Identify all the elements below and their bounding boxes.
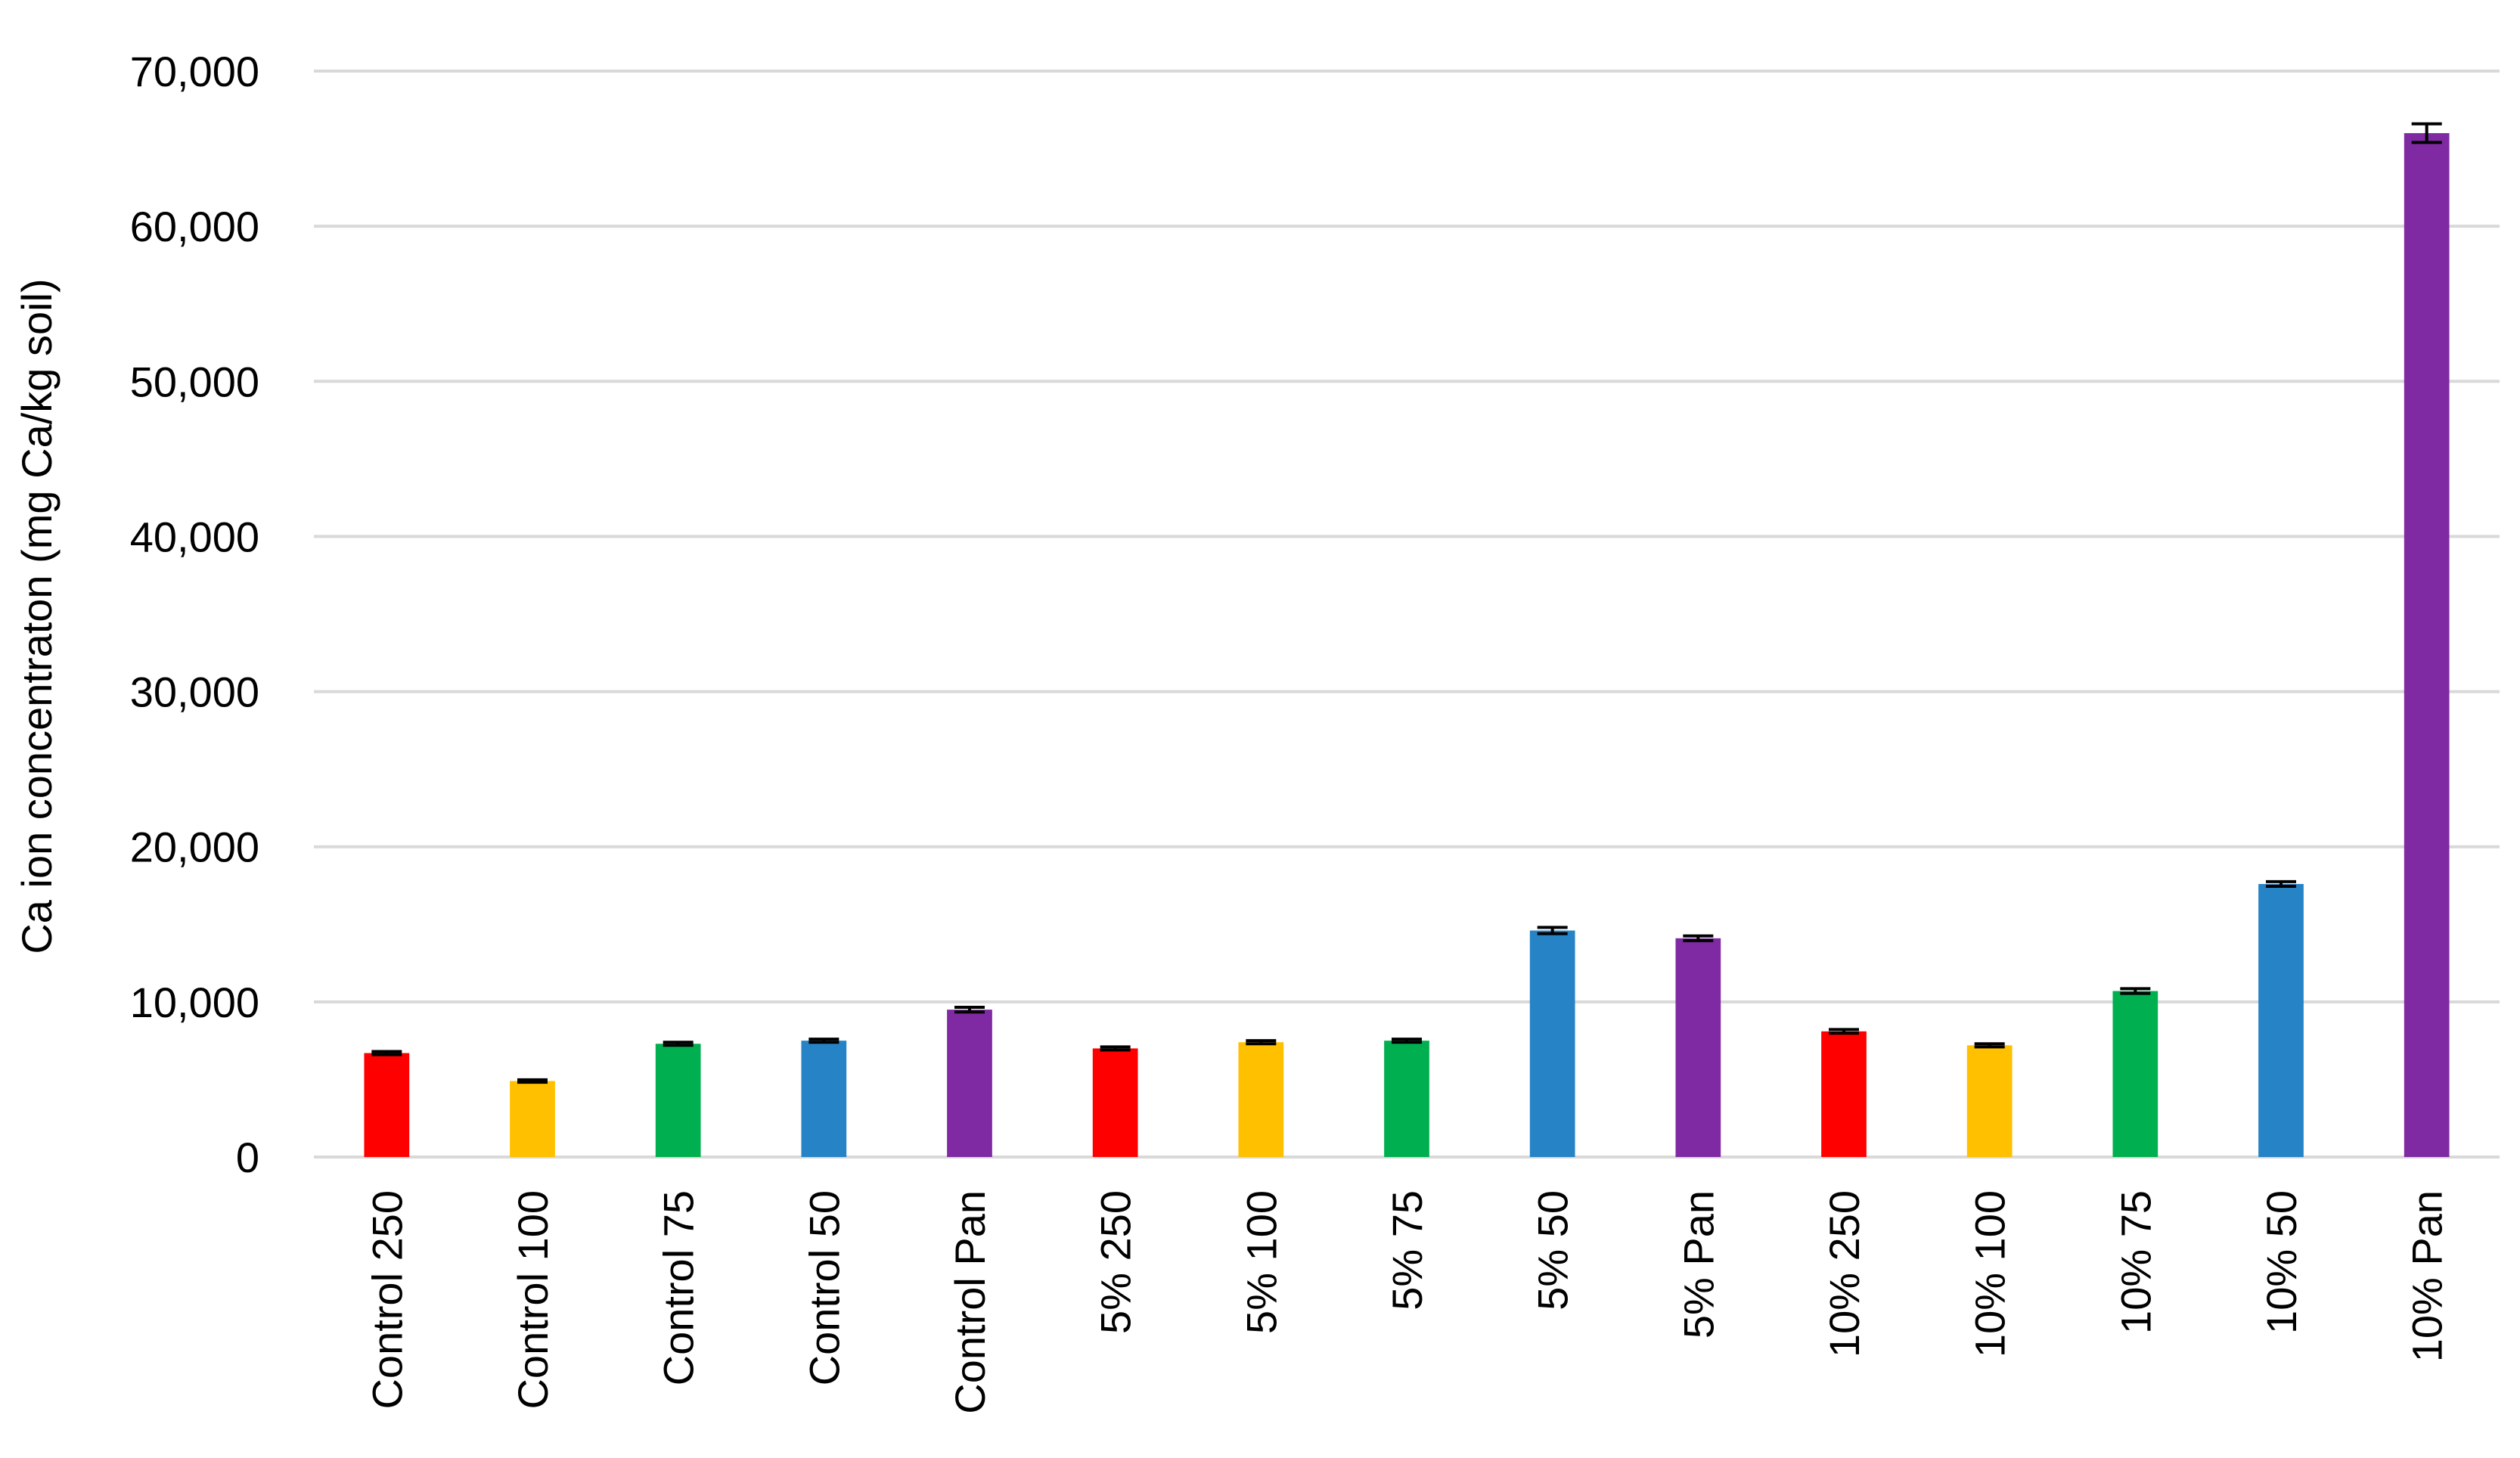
error-bar bbox=[954, 1006, 985, 1014]
y-tick-label: 10,000 bbox=[130, 979, 259, 1026]
x-tick-label: Control 50 bbox=[800, 1190, 848, 1385]
x-tick-label: 10% Pan bbox=[2404, 1190, 2451, 1362]
error-bar bbox=[1246, 1039, 1277, 1046]
x-tick-label: 10% 100 bbox=[1966, 1190, 2014, 1357]
bar bbox=[510, 1081, 555, 1157]
x-tick-label: Control 75 bbox=[655, 1190, 703, 1385]
bar bbox=[2404, 133, 2450, 1158]
y-tick-label: 50,000 bbox=[130, 358, 259, 405]
y-tick-label: 40,000 bbox=[130, 513, 259, 560]
x-tick-label: Control 100 bbox=[509, 1190, 557, 1410]
error-bar bbox=[1537, 926, 1568, 935]
error-bar bbox=[1683, 934, 1714, 942]
bar bbox=[2258, 883, 2304, 1157]
bar bbox=[1966, 1045, 2013, 1157]
y-axis-title: Ca ion concentraton (mg Ca/kg soil) bbox=[13, 278, 61, 954]
bar bbox=[1384, 1041, 1429, 1157]
error-bar bbox=[1100, 1045, 1131, 1052]
y-tick-label: 20,000 bbox=[130, 824, 259, 871]
error-bar bbox=[1392, 1038, 1422, 1044]
error-bar bbox=[1974, 1042, 2005, 1049]
x-tick-label: Control 250 bbox=[363, 1190, 411, 1410]
x-axis-tick-labels: Control 250 Control 100 Control 75 Control … bbox=[363, 1190, 2450, 1414]
error-bars bbox=[371, 122, 2442, 1084]
error-bar bbox=[808, 1038, 839, 1044]
x-tick-label: 5% Pan bbox=[1674, 1190, 1722, 1339]
x-tick-label: 5% 100 bbox=[1237, 1190, 1285, 1334]
x-tick-label: 5% 50 bbox=[1529, 1190, 1577, 1311]
bar bbox=[2112, 991, 2158, 1157]
y-axis-tick-labels: 0 10,000 20,000 30,000 40,000 50,000 60,000 70,… bbox=[130, 48, 259, 1181]
x-tick-label: 10% 250 bbox=[1820, 1190, 1868, 1357]
bar bbox=[801, 1041, 847, 1157]
bar bbox=[1529, 930, 1575, 1157]
bar bbox=[1238, 1042, 1284, 1157]
bar bbox=[1092, 1048, 1138, 1157]
error-bar bbox=[2411, 122, 2442, 144]
y-tick-label: 60,000 bbox=[130, 203, 259, 250]
x-tick-label: 10% 50 bbox=[2258, 1190, 2305, 1334]
error-bar bbox=[517, 1078, 548, 1084]
y-tick-label: 30,000 bbox=[130, 669, 259, 716]
bar bbox=[655, 1044, 701, 1157]
error-bar bbox=[371, 1050, 402, 1056]
bar bbox=[1675, 938, 1721, 1157]
x-tick-label: Control Pan bbox=[946, 1190, 994, 1414]
error-bar bbox=[663, 1041, 694, 1047]
error-bar bbox=[2120, 987, 2151, 995]
bar bbox=[364, 1053, 410, 1157]
x-tick-label: 5% 75 bbox=[1383, 1190, 1431, 1311]
bar bbox=[1821, 1031, 1867, 1157]
x-tick-label: 10% 75 bbox=[2112, 1190, 2159, 1334]
y-tick-label: 0 bbox=[236, 1134, 259, 1181]
error-bar bbox=[2266, 879, 2296, 889]
y-tick-label: 70,000 bbox=[130, 48, 259, 95]
x-tick-label: 5% 250 bbox=[1092, 1190, 1140, 1334]
error-bar bbox=[1829, 1028, 1859, 1035]
bar bbox=[947, 1010, 992, 1157]
bars bbox=[364, 133, 2450, 1158]
